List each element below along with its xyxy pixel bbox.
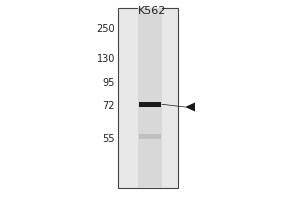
Text: 72: 72: [103, 101, 115, 111]
Text: 250: 250: [96, 24, 115, 34]
Bar: [139, 102, 161, 107]
Text: 55: 55: [103, 134, 115, 144]
Text: K562: K562: [138, 6, 166, 16]
Bar: [118, 8, 178, 188]
Text: 130: 130: [97, 54, 115, 64]
Bar: [138, 8, 162, 188]
Text: 95: 95: [103, 78, 115, 88]
Bar: [139, 134, 161, 139]
Polygon shape: [185, 102, 195, 112]
